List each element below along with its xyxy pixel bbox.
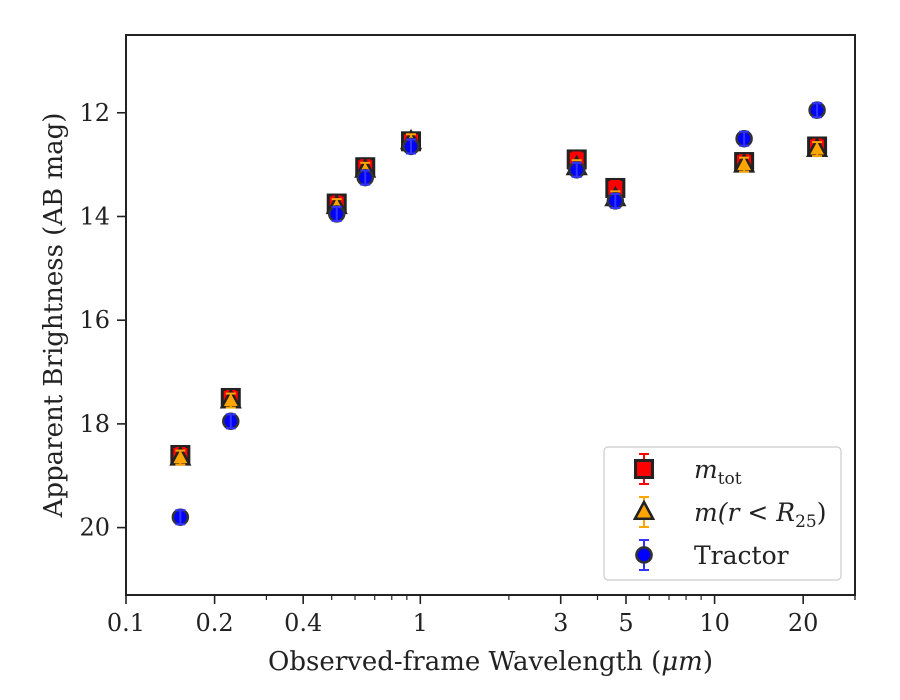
x-tick-label: 0.4 [284, 609, 322, 637]
legend-entry-mr25: m(r < R25) [632, 496, 826, 532]
x-axis-label-unit: μm [661, 647, 703, 677]
y-tick-label: 16 [79, 306, 110, 334]
x-tick-label: 0.2 [196, 609, 234, 637]
series-tractor [171, 101, 826, 526]
y-tick-label: 18 [79, 410, 110, 438]
legend-label-subscript: tot [718, 469, 742, 489]
legend-circle-marker-front [635, 546, 653, 564]
data-point-tractor [171, 508, 190, 526]
data-point-tractor [808, 101, 826, 119]
error-bar [812, 102, 823, 119]
data-point-tractor [606, 192, 625, 210]
y-tick-label: 20 [79, 514, 110, 542]
y-tick-label: 14 [79, 202, 110, 230]
x-tick-label: 3 [553, 609, 568, 637]
error-bar [175, 449, 186, 466]
legend-triangle-marker-front [632, 499, 656, 520]
data-point-tractor [567, 161, 586, 179]
x-tick-label: 10 [699, 609, 730, 637]
axes-layer: 0.1 0.2 0.4 1 3 5 10 20 12 14 16 18 20 Observed-frame… [39, 34, 856, 677]
data-point-mr25 [733, 152, 756, 173]
y-axis-label: Apparent Brightness (AB mag) [39, 113, 69, 519]
legend-label-suffix: ) [817, 498, 827, 527]
legend-label: Tractor [694, 541, 789, 570]
legend-label: m(r < R25) [694, 498, 826, 532]
legend-label: mtot [694, 455, 742, 489]
error-bar [225, 392, 236, 409]
error-bar [739, 130, 750, 147]
y-tick-label: 12 [79, 99, 110, 127]
legend-label-main: Tractor [694, 541, 789, 570]
x-axis-label-close: ) [703, 647, 713, 677]
series-mtot [170, 131, 828, 465]
error-bar [812, 141, 823, 158]
error-bar [175, 509, 186, 526]
x-tick-label: 20 [788, 609, 819, 637]
legend-square-marker-front [634, 459, 654, 479]
x-tick-label: 0.1 [107, 609, 145, 637]
data-point-mr25 [169, 445, 192, 466]
plot-frame [125, 34, 856, 596]
data-layer [169, 101, 829, 526]
error-bar [331, 205, 342, 222]
legend-entry-mtot: mtot [634, 453, 742, 489]
legend-label-subscript: 25 [795, 512, 817, 532]
error-bar [571, 161, 582, 178]
data-point-tractor [402, 137, 420, 156]
data-point-tractor [327, 205, 346, 223]
error-bar [406, 138, 417, 155]
error-bar [739, 156, 750, 173]
legend: mtot m(r < R25) Tractor [603, 446, 842, 581]
legend-label-main: m [694, 455, 718, 484]
data-point-tractor [735, 129, 753, 148]
x-axis-label: Observed-frame Wavelength (μm) [268, 647, 713, 677]
series-mr25 [169, 128, 829, 466]
x-axis-label-text: Observed-frame Wavelength ( [268, 647, 661, 677]
data-point-tractor [222, 412, 240, 431]
x-tick-label: 1 [413, 609, 428, 637]
error-bar [360, 169, 371, 186]
legend-box [603, 446, 842, 581]
legend-entry-tractor: Tractor [635, 539, 789, 571]
data-point-tractor [356, 168, 374, 187]
error-bar [610, 192, 621, 209]
legend-label-main: m(r < R [694, 498, 795, 527]
data-point-mr25 [219, 388, 242, 409]
x-tick-label: 5 [618, 609, 633, 637]
error-bar [225, 413, 236, 430]
data-point-mr25 [805, 136, 829, 158]
